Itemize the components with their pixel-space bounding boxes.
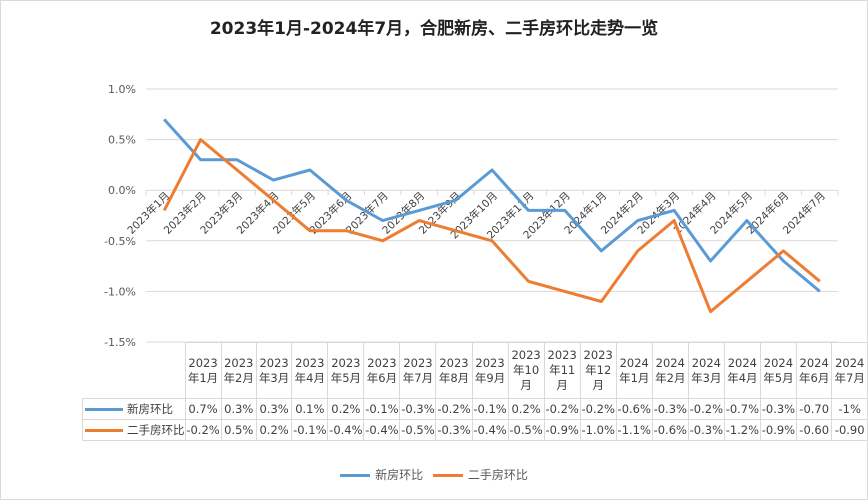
- table-cell: -0.3%: [687, 419, 725, 441]
- series-swatch: [85, 429, 123, 432]
- y-tick-label: 1.0%: [108, 83, 136, 96]
- y-tick-label: 0.5%: [108, 134, 136, 147]
- chart-title: 2023年1月-2024年7月，合肥新房、二手房环比走势一览: [209, 19, 659, 39]
- data-table: 2023 年1月 2023 年2月 2023 年3月 2023 年4月 2023 年5月 2023 年…: [82, 342, 868, 441]
- table-cell: -0.60: [795, 419, 833, 441]
- series-line-resale-housing: [162, 138, 821, 314]
- table-cell: 0.2%: [255, 419, 293, 441]
- table-header-cell: 2023 年4月: [291, 342, 329, 399]
- table-cell: -0.4%: [471, 419, 509, 441]
- table-cell: -0.6%: [615, 398, 653, 420]
- legend-swatch-resale: [432, 474, 463, 477]
- table-cell: -0.2%: [435, 398, 473, 420]
- table-header-row: 2023 年1月 2023 年2月 2023 年3月 2023 年4月 2023 年5月 2023 年…: [82, 342, 868, 399]
- table-header-cell: 2023 年5月: [327, 342, 365, 399]
- table-header-cell: 2023 年1月: [184, 342, 222, 399]
- table-header-cell: 2023 年6月: [363, 342, 401, 399]
- table-cell: -0.1%: [363, 398, 401, 420]
- table-header-cell: 2024 年2月: [651, 342, 689, 399]
- table-header-cell: 2023 年9月: [471, 342, 509, 399]
- table-cell: -0.2%: [543, 398, 581, 420]
- table-header-cell: 2023 年12 月: [579, 342, 617, 399]
- table-header-cell: 2023 年8月: [435, 342, 473, 399]
- table-cell: 0.2%: [507, 398, 545, 420]
- table-header-cell: 2024 年5月: [759, 342, 797, 399]
- table-row: 二手房环比 -0.2% 0.5% 0.2% -0.1% -0.4% -0.4% -0.5% -0…: [82, 419, 868, 441]
- table-cell: -0.6%: [651, 419, 689, 441]
- series-line-new-housing: [163, 118, 821, 293]
- table-cell: -0.1%: [291, 419, 329, 441]
- legend-swatch-new: [340, 474, 371, 477]
- table-cell: -0.7%: [723, 398, 761, 420]
- table-header-cell: 2024 年6月: [795, 342, 833, 399]
- table-cell: -0.1%: [471, 398, 509, 420]
- table-cell: -0.5%: [507, 419, 545, 441]
- table-cell: -0.2%: [687, 398, 725, 420]
- table-cell: -0.9%: [759, 419, 797, 441]
- table-cell: -0.5%: [399, 419, 437, 441]
- table-cell: -0.2%: [184, 419, 222, 441]
- table-header-cell: 2023 年10 月: [507, 342, 545, 399]
- table-header-cell: 2024 年7月: [831, 342, 868, 399]
- table-cell: -0.4%: [363, 419, 401, 441]
- table-cell: 0.7%: [184, 398, 222, 420]
- y-tick-label: 0.0%: [108, 184, 136, 197]
- legend-item-resale: 二手房环比: [432, 466, 528, 483]
- table-series-label: 二手房环比: [82, 419, 186, 441]
- table-cell: -1.2%: [723, 419, 761, 441]
- table-cell: 0.1%: [291, 398, 329, 420]
- table-cell: -0.3%: [651, 398, 689, 420]
- legend-item-new: 新房环比: [340, 466, 423, 483]
- table-header-cell: 2024 年3月: [687, 342, 725, 399]
- table-cell: -0.4%: [327, 419, 365, 441]
- table-cell: 0.2%: [327, 398, 365, 420]
- table-cell: -0.3%: [759, 398, 797, 420]
- table-header-cell: 2024 年1月: [615, 342, 653, 399]
- table-cell: -0.70: [795, 398, 833, 420]
- table-header-cell: 2023 年7月: [399, 342, 437, 399]
- table-header-cell: 2024 年4月: [723, 342, 761, 399]
- table-header-cell: 2023 年2月: [220, 342, 257, 399]
- table-cell: -1%: [831, 398, 868, 420]
- y-tick-label: -0.5%: [104, 235, 136, 248]
- table-cell: 0.3%: [255, 398, 293, 420]
- table-corner: [82, 342, 186, 399]
- table-cell: -1.1%: [615, 419, 653, 441]
- table-series-label: 新房环比: [82, 398, 186, 420]
- y-tick-label: -1.0%: [104, 285, 136, 298]
- table-row: 新房环比 0.7% 0.3% 0.3% 0.1% 0.2% -0.1% -0.3% -0.2% -…: [82, 398, 868, 420]
- table-cell: -0.3%: [435, 419, 473, 441]
- table-cell: -0.2%: [579, 398, 617, 420]
- table-header-cell: 2023 年11 月: [543, 342, 581, 399]
- table-cell: -0.3%: [399, 398, 437, 420]
- table-cell: 0.5%: [220, 419, 257, 441]
- table-cell: -0.90: [831, 419, 868, 441]
- legend: 新房环比 二手房环比: [0, 466, 868, 483]
- table-header-cell: 2023 年3月: [255, 342, 293, 399]
- table-cell: 0.3%: [220, 398, 257, 420]
- table-cell: -0.9%: [543, 419, 581, 441]
- series-swatch: [85, 408, 123, 411]
- table-cell: -1.0%: [579, 419, 617, 441]
